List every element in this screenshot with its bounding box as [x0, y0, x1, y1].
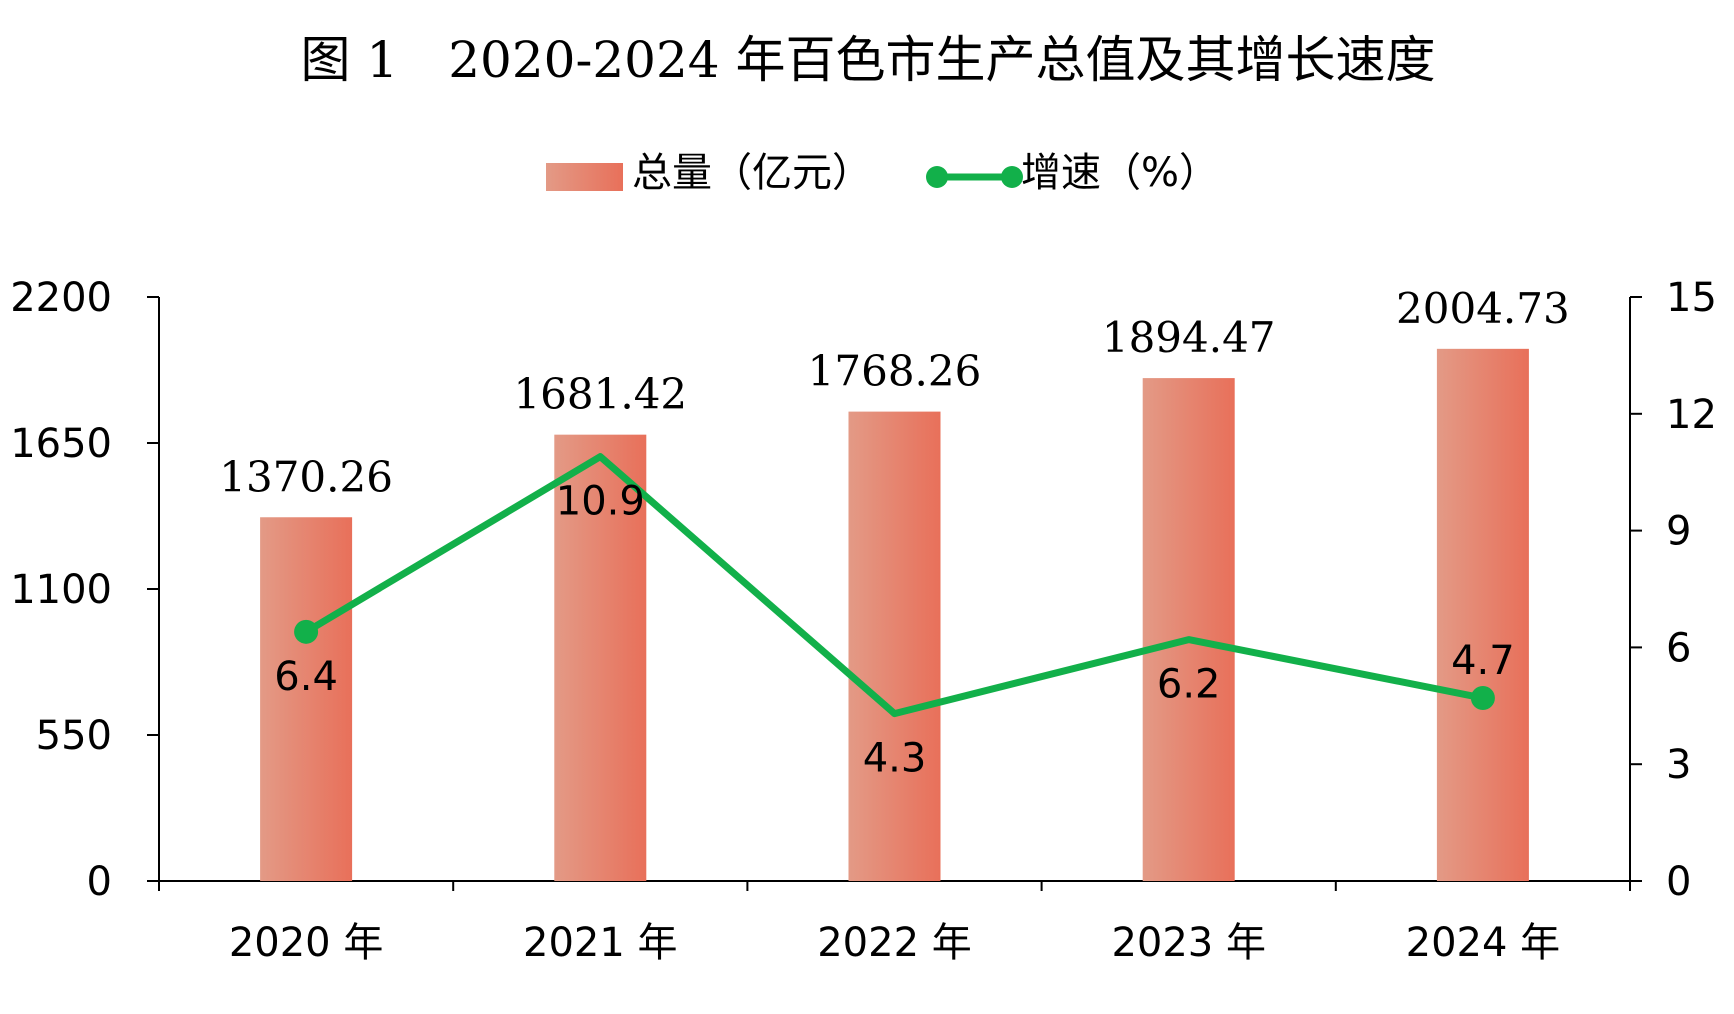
line-value-label: 10.9 — [556, 479, 645, 525]
bar-value-label: 2004.73 — [1396, 284, 1570, 333]
bar-value-label: 1768.26 — [808, 347, 982, 396]
line-point — [1470, 686, 1495, 711]
left-axis-tick-label: 1100 — [10, 567, 112, 613]
legend-line-marker-left — [926, 166, 948, 188]
x-axis-tick-label: 2024 年 — [1406, 920, 1561, 966]
line-value-label: 4.3 — [863, 736, 927, 782]
line-point — [294, 619, 319, 644]
bar — [1142, 378, 1235, 881]
right-axis-tick-label: 3 — [1666, 742, 1691, 788]
bar-value-label: 1681.42 — [513, 370, 687, 419]
left-axis-tick-label: 1650 — [10, 421, 112, 467]
right-axis-tick-label: 6 — [1666, 625, 1691, 671]
chart-title: 图 1 2020-2024 年百色市生产总值及其增长速度 — [301, 31, 1436, 89]
line-series — [294, 453, 1495, 718]
bar-series — [260, 348, 1529, 881]
bar-value-label: 1894.47 — [1102, 313, 1276, 362]
bar — [1436, 348, 1529, 881]
data-labels: 1370.26 1681.42 1768.26 1894.47 2004.73 6.4 10… — [219, 284, 1569, 782]
x-axis-tick-label: 2023 年 — [1111, 920, 1266, 966]
left-axis-tick-label: 2200 — [10, 275, 112, 321]
legend: 总量（亿元） 增速（%） — [546, 150, 1219, 196]
right-axis-tick-label: 0 — [1666, 859, 1691, 905]
bar-value-label: 1370.26 — [219, 452, 393, 501]
left-axis-tick-label: 0 — [87, 859, 112, 905]
line-path — [304, 453, 1484, 718]
legend-bar-label: 总量（亿元） — [632, 150, 872, 196]
axes: 0 550 1100 1650 2200 0 3 6 9 12 15 2020 年 2021 年 2022… — [10, 275, 1717, 966]
bar — [554, 434, 647, 881]
x-axis-tick-label: 2020 年 — [229, 920, 384, 966]
legend-bar-swatch — [546, 163, 623, 191]
x-axis-tick-label: 2022 年 — [817, 920, 972, 966]
left-axis-tick-label: 550 — [36, 713, 112, 759]
right-axis-tick-label: 12 — [1666, 392, 1717, 438]
line-value-label: 4.7 — [1451, 638, 1515, 684]
legend-line-marker-right — [1001, 166, 1023, 188]
right-axis-tick-label: 9 — [1666, 509, 1691, 555]
bar — [260, 517, 353, 881]
right-axis-tick-label: 15 — [1666, 275, 1717, 321]
line-value-label: 6.4 — [274, 654, 338, 700]
x-axis-tick-label: 2021 年 — [523, 920, 678, 966]
legend-line-label: 增速（%） — [1021, 150, 1219, 196]
bar — [848, 411, 941, 881]
line-value-label: 6.2 — [1157, 662, 1221, 708]
